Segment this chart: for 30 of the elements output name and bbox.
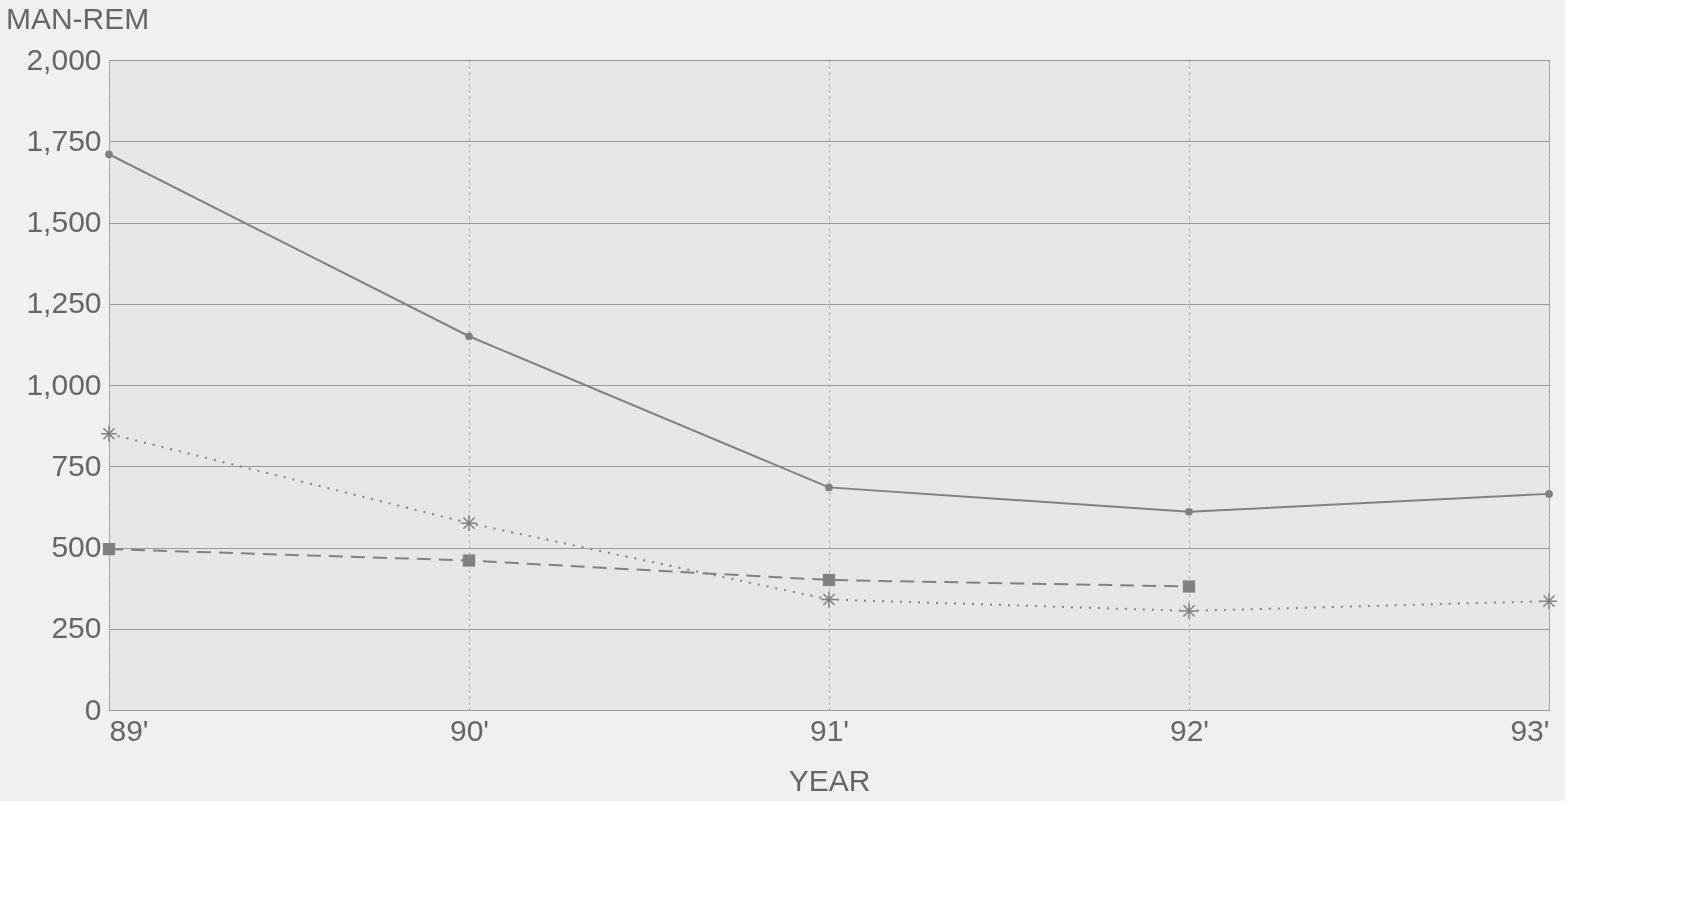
y-tick-label: 750 — [51, 448, 102, 482]
point — [1185, 507, 1193, 516]
x-tick-label: 93' — [1510, 713, 1550, 747]
y-tick-label: 500 — [51, 530, 102, 563]
point — [1545, 490, 1553, 498]
y-tick-label: 2,000 — [26, 42, 102, 76]
point — [1540, 592, 1558, 610]
point — [462, 554, 476, 567]
y-tick-label: 1,000 — [26, 367, 102, 401]
y-tick-label: 1,250 — [26, 286, 102, 320]
y-tick-label: 250 — [51, 611, 102, 645]
x-tick-label: 90' — [449, 713, 490, 747]
x-tick-label: 91' — [809, 713, 850, 747]
point — [822, 573, 836, 587]
y-tick-label: 1,500 — [26, 205, 102, 238]
point — [825, 483, 833, 492]
y-tick-label: 0 — [84, 692, 102, 726]
point — [102, 543, 116, 556]
x-axis-title: YEAR — [788, 763, 871, 797]
x-tick-label: 92' — [1169, 713, 1210, 747]
x-tick-label: 89' — [109, 713, 149, 747]
point — [460, 514, 478, 532]
point — [1180, 602, 1198, 620]
point — [820, 590, 838, 609]
y-axis-title: MAN-REM — [5, 2, 150, 35]
point — [105, 150, 113, 159]
point — [465, 332, 473, 341]
point — [100, 425, 118, 443]
point — [1182, 580, 1196, 593]
y-tick-label: 1,750 — [26, 123, 102, 157]
